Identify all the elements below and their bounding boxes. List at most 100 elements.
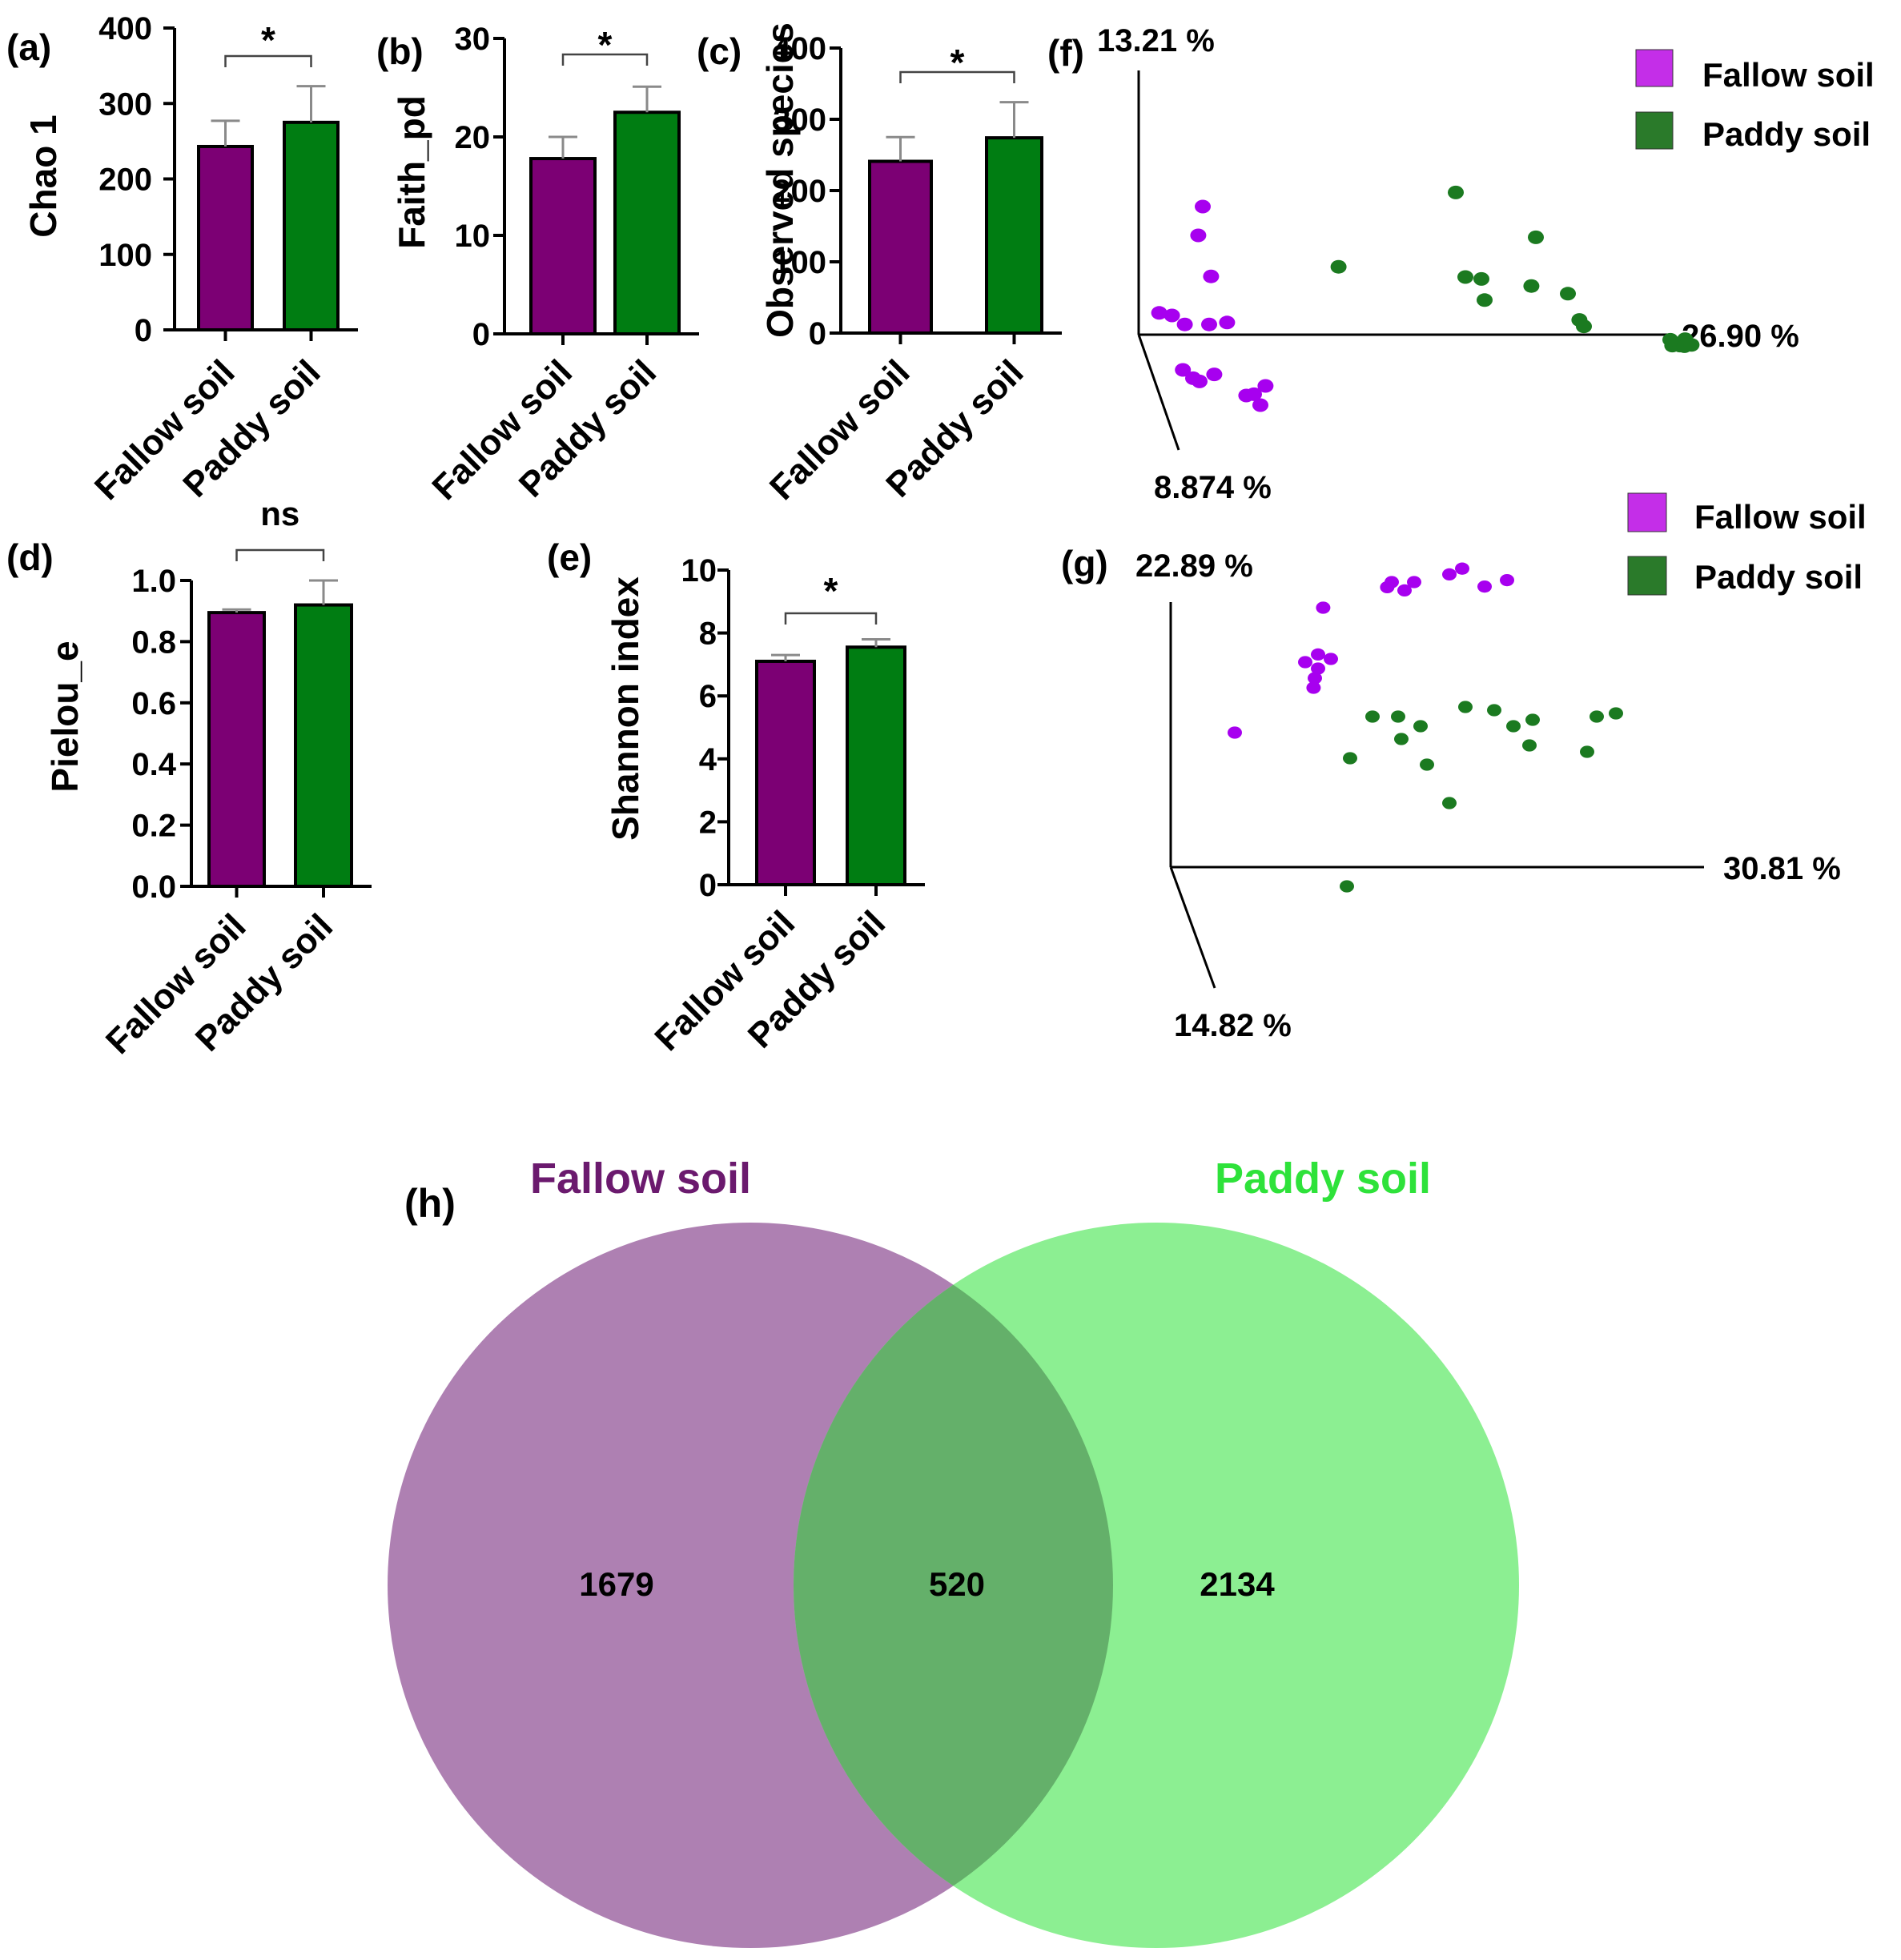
panel-g-point-paddy [1522, 739, 1537, 752]
panel-g-point-paddy [1525, 713, 1540, 726]
panel-f-point-paddy [1330, 259, 1347, 274]
panel-f-point-fallow [1175, 363, 1192, 377]
panel-f-point-paddy [1473, 271, 1489, 286]
panel-g-point-paddy [1394, 733, 1409, 745]
panel-d-significance: ns [260, 495, 299, 532]
panel-a-bar-fallow [197, 144, 254, 331]
panel-f-point-fallow [1164, 308, 1180, 323]
panel-c: (c) Observed species 0 100 200 300 400 *… [697, 22, 1062, 508]
panel-g-point-fallow [1298, 656, 1312, 669]
y-tick-label: 100 [98, 238, 152, 273]
panel-g-point-fallow [1228, 726, 1242, 739]
panel-f-point-paddy [1571, 313, 1588, 327]
panel-g: (g) 22.89 % 30.81 % 14.82 % Fallow soil … [1061, 492, 1867, 1043]
panel-b-bar-paddy [613, 110, 681, 335]
panel-g-axis2-label: 22.89 % [1135, 548, 1253, 584]
panel-f-point-paddy [1477, 293, 1493, 307]
panel-g-point-fallow [1455, 562, 1469, 575]
y-tick-label: 6 [699, 679, 717, 714]
panel-g-legend: Fallow soil Paddy soil [1627, 492, 1867, 596]
panel-f-axis2-label: 13.21 % [1097, 23, 1215, 58]
panel-a-y-axis-title: Chao 1 [22, 114, 64, 237]
panel-f-point-fallow [1219, 315, 1236, 330]
panel-h-label: (h) [404, 1181, 456, 1226]
panel-g-legend-paddy-swatch [1627, 556, 1667, 596]
panel-f-point-fallow [1203, 269, 1220, 283]
panel-g-point-paddy [1506, 720, 1521, 733]
panel-f-legend-paddy-label: Paddy soil [1702, 115, 1871, 153]
panel-f-point-paddy [1528, 230, 1544, 244]
y-tick-label: 0 [135, 313, 152, 348]
panel-b-significance: * [598, 24, 613, 66]
panel-g-point-paddy [1458, 701, 1473, 713]
panel-g-point-paddy [1365, 710, 1380, 723]
panel-g-point-paddy [1590, 710, 1604, 723]
panel-f-point-fallow [1151, 306, 1168, 320]
panel-g-point-paddy [1487, 704, 1501, 717]
panel-f-axis1-label: 26.90 % [1682, 319, 1799, 354]
panel-f-point-fallow [1195, 199, 1211, 214]
panel-g-point-paddy [1420, 758, 1434, 771]
panel-b: (b) Faith_pd 0 10 20 30 * Fallow soil Pa… [376, 22, 699, 508]
y-tick-label: 10 [455, 219, 491, 254]
y-tick-label: 1.0 [131, 564, 176, 599]
panel-f-axis-depth [1137, 334, 1180, 451]
y-tick-label: 200 [98, 163, 152, 198]
panel-a-significance-bracket [224, 54, 312, 67]
venn-paddy-title: Paddy soil [1215, 1155, 1431, 1203]
panel-f-point-fallow [1190, 228, 1207, 243]
panel-f-legend: Fallow soil Paddy soil [1635, 49, 1875, 153]
panel-g-point-fallow [1311, 648, 1325, 661]
panel-d-y-tick-labels: 0.0 0.2 0.4 0.6 0.8 1.0 [131, 564, 176, 905]
y-tick-label: 0.2 [131, 809, 176, 844]
panel-e-y-tick-labels: 0 2 4 6 8 10 [681, 553, 717, 903]
panel-f-legend-fallow-label: Fallow soil [1702, 56, 1875, 94]
panel-f-point-paddy [1523, 279, 1540, 293]
panel-g-point-fallow [1442, 568, 1457, 581]
panel-g-point-fallow [1397, 584, 1412, 597]
panel-g-point-fallow [1311, 662, 1325, 675]
venn-overlap [794, 1284, 1113, 1886]
panel-c-bar-fallow [868, 159, 933, 335]
panel-g-axis-depth [1169, 866, 1216, 989]
panel-a-bar-paddy [283, 120, 340, 331]
y-tick-label: 0 [699, 868, 717, 903]
panel-f: (f) 13.21 % 26.90 % 8.874 % Fallow soil … [1047, 23, 1875, 505]
y-tick-label: 0 [809, 316, 826, 351]
panel-h: (h) Fallow soil Paddy soil 1679 520 2134 [388, 1155, 1519, 1948]
panel-g-point-fallow [1477, 580, 1492, 593]
panel-f-point-fallow [1176, 317, 1193, 331]
panel-a-label: (a) [6, 26, 51, 68]
y-tick-label: 0.4 [131, 747, 176, 782]
y-tick-label: 8 [699, 617, 717, 652]
panel-b-bar-fallow [529, 157, 597, 335]
panel-b-y-tick-labels: 0 10 20 30 [455, 22, 491, 352]
panel-f-point-paddy [1457, 270, 1473, 284]
panel-e-significance: * [824, 570, 838, 612]
panel-g-axis1-label: 30.81 % [1723, 851, 1841, 886]
panel-c-bar-paddy [985, 136, 1043, 335]
panel-f-point-paddy [1560, 287, 1576, 301]
y-tick-label: 4 [699, 742, 717, 777]
panel-g-point-fallow [1324, 653, 1338, 665]
panel-e-bar-paddy [846, 645, 906, 886]
panel-g-point-fallow [1316, 601, 1331, 614]
panel-a: (a) Chao 1 0 100 200 300 400 * Fallow so… [6, 11, 358, 508]
panel-e-label: (e) [547, 536, 592, 578]
panel-g-point-paddy [1442, 797, 1457, 809]
panel-f-axis3-label: 8.874 % [1154, 470, 1272, 505]
y-tick-label: 200 [773, 174, 826, 209]
panel-g-label: (g) [1061, 543, 1108, 584]
panel-d: (d) Pielou_e 0.0 0.2 0.4 0.6 0.8 1.0 ns … [6, 495, 372, 1062]
venn-intersection-count: 520 [929, 1565, 985, 1603]
panel-b-significance-bracket [561, 53, 649, 66]
panel-a-y-tick-labels: 0 100 200 300 400 [98, 11, 152, 348]
panel-c-y-tick-labels: 0 100 200 300 400 [773, 31, 826, 351]
panel-g-point-paddy [1413, 720, 1428, 733]
panel-a-significance: * [261, 19, 275, 61]
y-tick-label: 10 [681, 553, 717, 588]
panel-g-point-paddy [1340, 880, 1354, 893]
y-tick-label: 300 [773, 102, 826, 138]
panel-g-legend-fallow-swatch [1627, 492, 1667, 532]
panel-e-y-axis-title: Shannon index [605, 576, 646, 841]
